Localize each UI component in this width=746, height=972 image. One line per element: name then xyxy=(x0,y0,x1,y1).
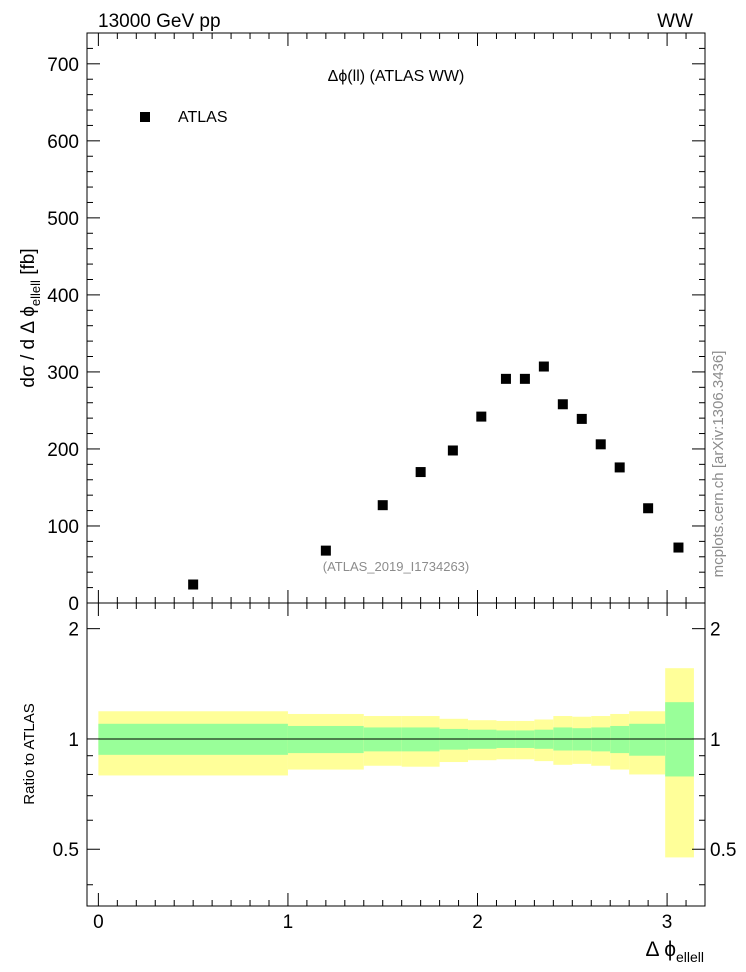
main-y-tick-label: 0 xyxy=(68,594,79,615)
main-y-tick-label: 700 xyxy=(47,55,79,76)
atlas-data-point xyxy=(377,500,388,511)
main-y-axis-title-sub: ellell xyxy=(28,280,43,306)
main-y-axis-title: dσ / d Δ ϕellell [fb] xyxy=(18,248,43,387)
svg-text:dσ / d Δ ϕellell [fb]: dσ / d Δ ϕellell [fb] xyxy=(18,248,43,387)
x-tick-label: 3 xyxy=(662,912,673,933)
atlas-data-point xyxy=(595,439,606,450)
energy-label: 13000 GeV pp xyxy=(98,11,221,32)
atlas-data-point xyxy=(614,462,625,473)
ratio-y-tick-label-right: 1 xyxy=(710,730,721,751)
main-y-tick-label: 500 xyxy=(47,209,79,230)
ratio-y-tick-label-right: 0.5 xyxy=(710,840,736,861)
main-y-axis-title-unit: [fb] xyxy=(18,248,39,280)
process-label: WW xyxy=(657,11,693,32)
main-y-axis: 0 100 200 300 400 500 600 700 xyxy=(47,32,705,615)
main-y-tick-label: 600 xyxy=(47,132,79,153)
atlas-data-point xyxy=(415,467,426,478)
x-tick-label: 0 xyxy=(93,912,104,933)
atlas-data-point xyxy=(576,413,587,424)
main-y-tick-label: 200 xyxy=(47,440,79,461)
atlas-data-point xyxy=(320,545,331,556)
mcplots-reference-label: mcplots.cern.ch [arXiv:1306.3436] xyxy=(710,351,727,578)
x-axis-title-main: Δ ϕ xyxy=(646,938,676,961)
atlas-data-point xyxy=(519,373,530,384)
x-tick-label: 2 xyxy=(472,912,483,933)
ratio-x-axis: 0 1 2 3 xyxy=(93,603,706,933)
atlas-data-point xyxy=(188,579,199,590)
inner-uncertainty-band xyxy=(610,725,630,754)
main-x-axis xyxy=(97,33,706,603)
inner-uncertainty-band xyxy=(287,725,364,754)
analysis-label: (ATLAS_2019_I1734263) xyxy=(323,559,469,574)
atlas-data-point xyxy=(643,503,654,514)
x-axis-title: Δ ϕellell xyxy=(646,938,704,965)
main-y-tick-label: 400 xyxy=(47,286,79,307)
main-y-tick-label: 100 xyxy=(47,517,79,538)
legend-label-atlas: ATLAS xyxy=(178,109,228,126)
atlas-data-point xyxy=(557,399,568,410)
ratio-y-tick-label: 0.5 xyxy=(53,840,79,861)
ratio-panel-frame xyxy=(86,602,706,907)
ratio-y-axis-title: Ratio to ATLAS xyxy=(21,703,38,804)
x-tick-label: 1 xyxy=(283,912,294,933)
ratio-y-axis: 0.5 0.5 1 1 2 2 xyxy=(53,620,736,886)
atlas-data-point xyxy=(500,373,511,384)
inner-uncertainty-band xyxy=(629,723,666,756)
main-panel: 0 100 200 300 400 500 600 700 Δϕ(ll) (ATLAS WW)… xyxy=(18,32,706,615)
ratio-panel: 0.5 0.5 1 1 2 2 0 1 2 3 Ratio to ATLAS Δ ϕellell xyxy=(21,602,736,965)
legend-marker-atlas xyxy=(140,112,150,122)
x-axis-title-sub: ellell xyxy=(676,949,704,965)
main-y-tick-label: 300 xyxy=(47,363,79,384)
atlas-data-series xyxy=(188,361,684,590)
atlas-data-point xyxy=(538,361,549,372)
atlas-data-point xyxy=(673,542,684,553)
main-y-axis-title-main: dσ / d Δ ϕ xyxy=(18,306,39,388)
ratio-y-tick-label: 2 xyxy=(68,620,79,641)
ratio-y-tick-label: 1 xyxy=(68,730,79,751)
atlas-data-point xyxy=(447,445,458,456)
atlas-data-point xyxy=(476,411,487,422)
ratio-y-tick-label-right: 2 xyxy=(710,620,721,641)
plot-title: Δϕ(ll) (ATLAS WW) xyxy=(328,68,465,85)
uncertainty-bands xyxy=(98,668,694,858)
